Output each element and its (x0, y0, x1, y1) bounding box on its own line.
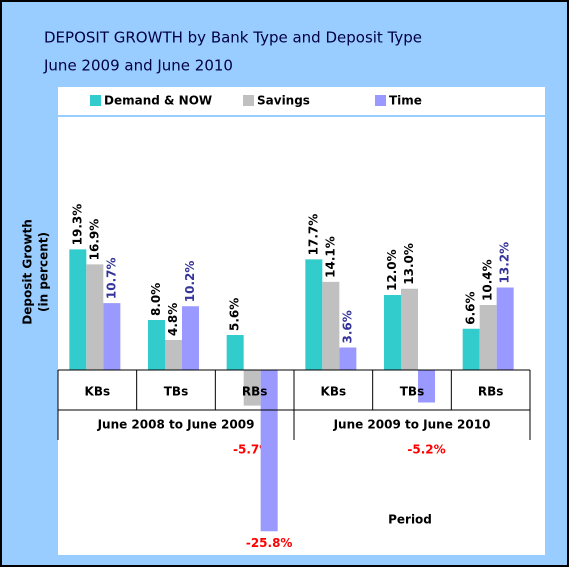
value-label: 13.0% (402, 243, 416, 285)
legend-swatch (375, 95, 386, 106)
category-group-label: June 2009 to June 2010 (333, 418, 491, 432)
value-label: 10.4% (481, 259, 495, 301)
legend-label: Demand & NOW (104, 94, 212, 108)
chart-title: DEPOSIT GROWTH by Bank Type and Deposit … (44, 29, 422, 47)
value-label: 16.9% (87, 219, 101, 261)
bar (69, 249, 87, 370)
bar (305, 259, 323, 370)
legend-box (58, 87, 545, 115)
value-label: 5.6% (228, 298, 242, 331)
bar (103, 303, 121, 370)
value-label: 19.3% (70, 204, 84, 246)
legend-swatch (243, 95, 254, 106)
value-label: 3.6% (340, 310, 354, 343)
y-axis-label: Deposit Growth (21, 219, 35, 324)
x-tick-label: RBs (242, 385, 268, 399)
value-label: 10.7% (104, 257, 118, 299)
value-label: -5.2% (407, 443, 445, 457)
legend-label: Time (389, 94, 422, 108)
legend-label: Savings (257, 94, 310, 108)
x-tick-label: KBs (85, 385, 111, 399)
x-axis-label: Period (388, 513, 432, 527)
value-label: 4.8% (166, 303, 180, 336)
y-axis-label: (in percent) (37, 232, 51, 312)
bar (401, 288, 418, 370)
bar (418, 370, 435, 403)
bar (462, 328, 480, 370)
value-label: 12.0% (385, 249, 399, 291)
value-label: 13.2% (498, 242, 512, 284)
bar (148, 320, 165, 370)
chart-subtitle: June 2009 and June 2010 (43, 57, 233, 75)
bar (182, 306, 199, 370)
bar (339, 347, 357, 370)
x-tick-label: KBs (321, 385, 347, 399)
value-label: 8.0% (149, 283, 163, 316)
value-label: -25.8% (246, 536, 293, 550)
bar (226, 335, 244, 370)
bar (479, 305, 497, 370)
value-label: 17.7% (306, 214, 320, 256)
bar (86, 264, 104, 370)
value-label: 10.2% (183, 261, 197, 303)
x-tick-label: RBs (478, 385, 504, 399)
x-tick-label: TBs (400, 385, 424, 399)
value-label: 6.6% (464, 291, 478, 324)
category-group-label: June 2008 to June 2009 (97, 418, 255, 432)
x-tick-label: TBs (164, 385, 188, 399)
bar (243, 370, 261, 406)
value-label: 14.1% (323, 236, 337, 278)
bar (322, 281, 340, 370)
bar (496, 287, 514, 370)
bar (165, 340, 182, 370)
bar (384, 295, 401, 370)
legend-swatch (90, 95, 101, 106)
